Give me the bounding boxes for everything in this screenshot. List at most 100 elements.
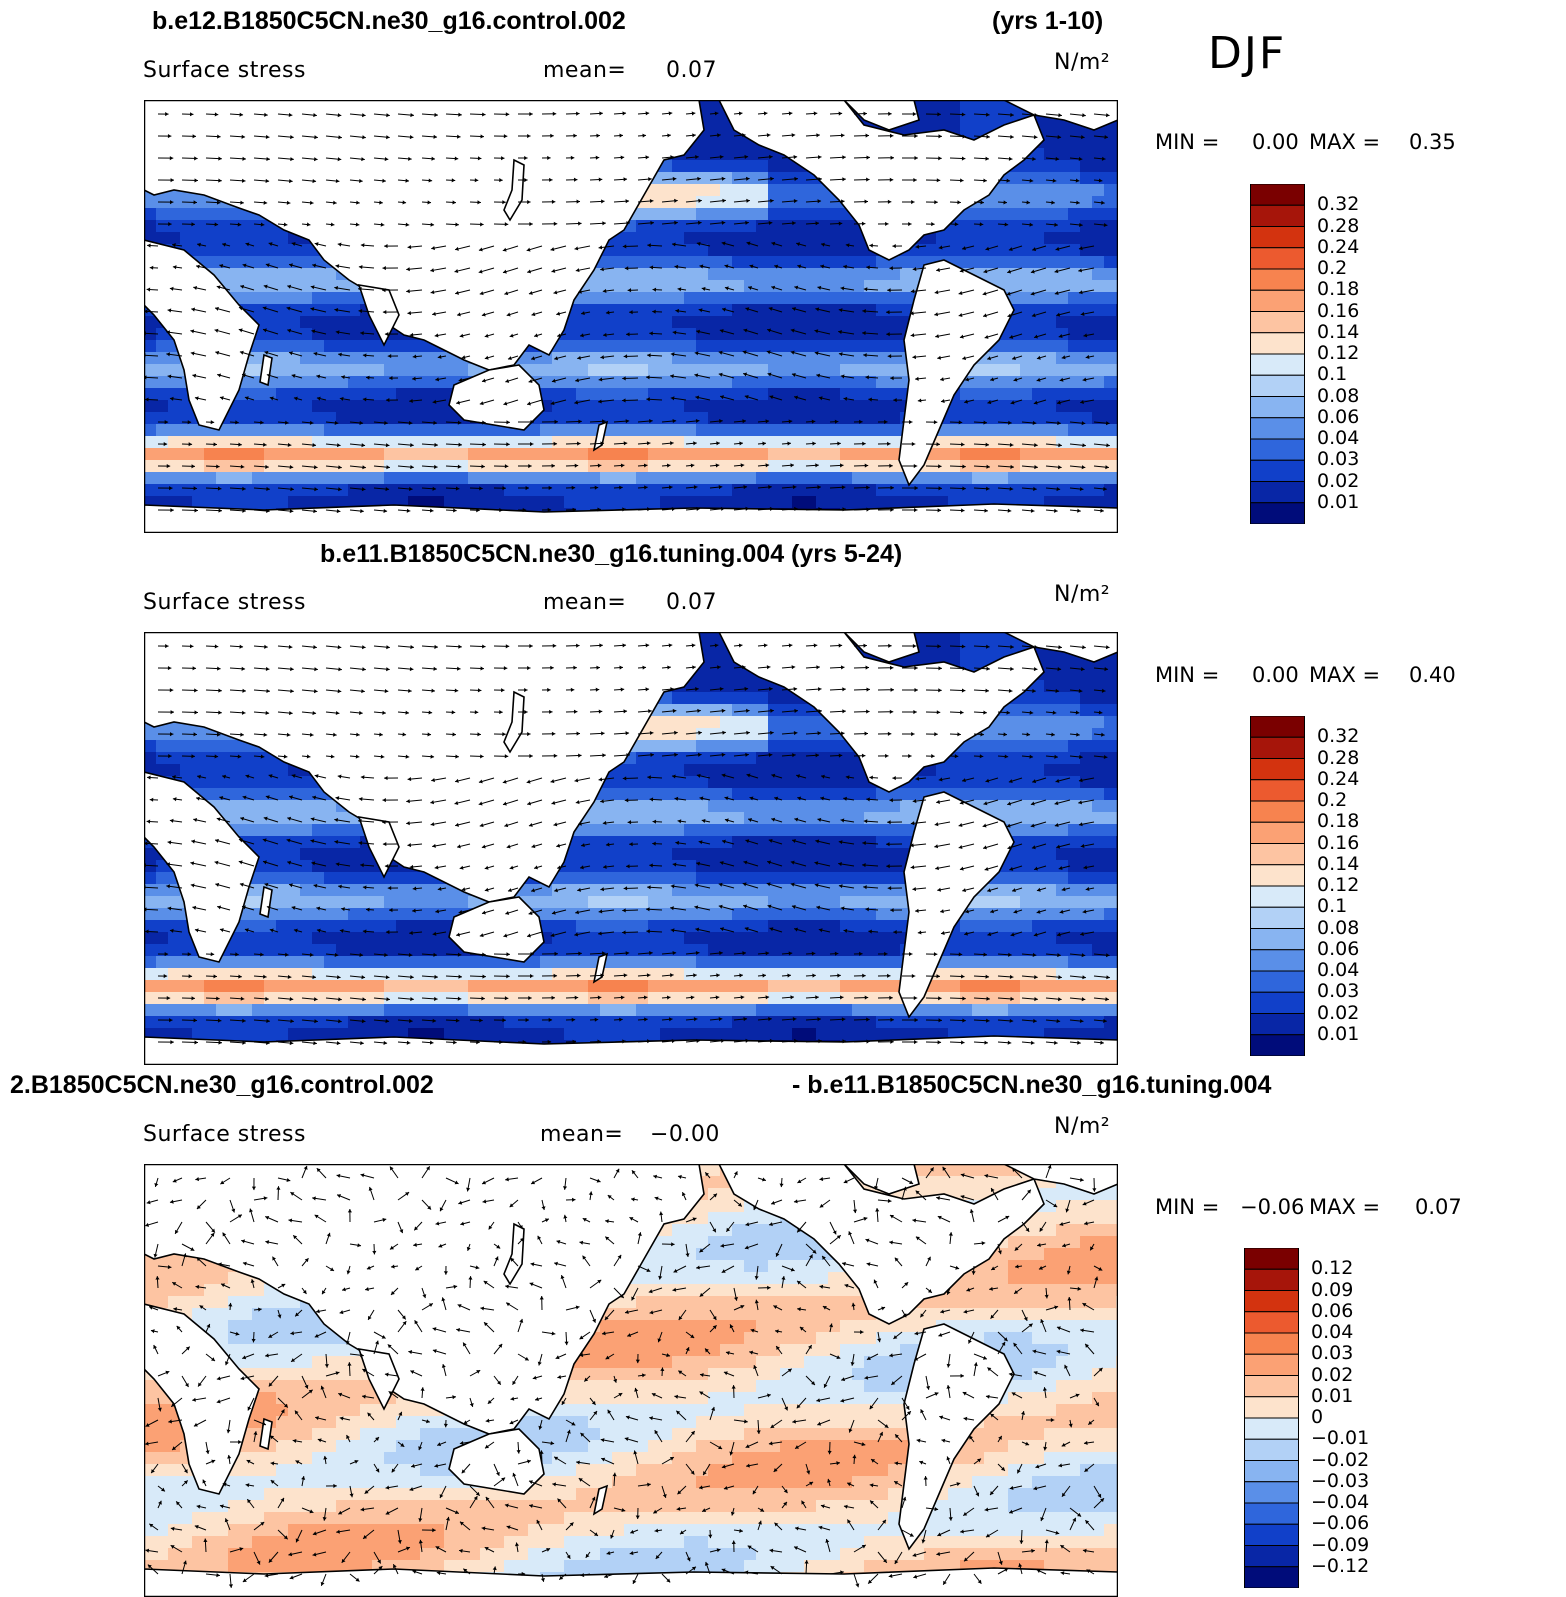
field-cell — [1068, 472, 1081, 485]
field-cell — [288, 364, 301, 377]
field-cell — [996, 184, 1009, 197]
field-cell — [1044, 668, 1057, 681]
vector-head — [435, 377, 440, 382]
field-cell — [876, 400, 889, 413]
vector-head — [986, 112, 990, 117]
field-cell — [876, 304, 889, 317]
vector-head — [293, 396, 298, 401]
field-cell — [708, 256, 721, 269]
field-cell — [756, 328, 769, 341]
field-cell — [1092, 388, 1105, 401]
field-cell — [1020, 352, 1033, 365]
field-cell — [996, 388, 1009, 401]
field-cell — [1092, 220, 1105, 233]
colorbar-tick-label: 0.03 — [1317, 448, 1360, 471]
vector-head — [210, 420, 215, 425]
field-cell — [768, 424, 781, 437]
field-cell — [432, 424, 445, 437]
vector-head — [1036, 377, 1041, 382]
field-cell — [768, 208, 781, 221]
field-cell — [1020, 388, 1033, 401]
field-cell — [684, 172, 697, 185]
field-cell — [876, 448, 889, 461]
vector-head — [1034, 334, 1038, 339]
vector-head — [431, 246, 435, 251]
field-cell — [696, 268, 709, 281]
vector-head — [694, 351, 699, 356]
field-cell — [552, 412, 565, 425]
vector-head — [355, 222, 360, 227]
vector-head — [1106, 443, 1110, 448]
vector-head — [931, 222, 935, 227]
vector-head — [843, 264, 847, 269]
vector-head — [430, 290, 435, 295]
field-cell — [672, 496, 685, 509]
field-cell — [1068, 292, 1081, 305]
field-cell — [996, 112, 1009, 125]
field-cell — [1092, 256, 1105, 269]
field-cell — [492, 472, 505, 485]
field-cell — [624, 268, 637, 281]
field-cell — [312, 460, 325, 473]
field-cell — [420, 364, 433, 377]
field-cell — [396, 376, 409, 389]
field-cell — [372, 472, 385, 485]
field-cell — [576, 472, 589, 485]
vector-head — [887, 354, 892, 359]
colorbar-tick-label: 0.02 — [1317, 469, 1360, 492]
field-cell — [1080, 412, 1093, 425]
vector-head — [408, 420, 413, 425]
vector-head — [985, 246, 990, 251]
vector-head — [289, 465, 294, 470]
vector-head — [524, 155, 528, 161]
vector-head — [146, 287, 151, 292]
field-cell — [600, 268, 613, 281]
field-cell — [684, 232, 697, 245]
vector-head — [530, 441, 534, 447]
field-cell — [1056, 436, 1069, 449]
field-cell — [804, 448, 817, 461]
vector-head — [503, 134, 508, 139]
field-cell — [1104, 220, 1117, 233]
field-cell — [648, 220, 661, 233]
field-cell — [1044, 388, 1057, 401]
field-cell — [1056, 208, 1069, 221]
field-cell — [672, 388, 685, 401]
vector-head — [265, 178, 270, 183]
vector-head — [643, 463, 648, 468]
vector-head — [768, 306, 773, 311]
field-cell — [144, 220, 157, 233]
field-cell — [468, 448, 481, 461]
field-cell — [552, 496, 565, 509]
field-cell — [684, 184, 697, 197]
field-cell — [672, 400, 685, 413]
field-cell — [384, 484, 397, 497]
vector-head — [309, 420, 314, 425]
field-cell — [324, 292, 337, 305]
field-cell — [720, 184, 733, 197]
vector-head — [938, 486, 942, 491]
field-cell — [276, 364, 289, 377]
field-cell — [972, 472, 985, 485]
field-cell — [660, 316, 673, 329]
field-cell — [1056, 472, 1069, 485]
field-cell — [864, 280, 877, 293]
field-cell — [324, 268, 337, 281]
field-cell — [348, 484, 361, 497]
vector-head — [647, 507, 651, 512]
field-cell — [1080, 352, 1093, 365]
field-cell — [744, 280, 757, 293]
field-cell — [732, 328, 745, 341]
colorbar-tick-label: 0.2 — [1317, 257, 1348, 279]
vector-head — [984, 508, 988, 513]
vector-head — [384, 156, 389, 162]
field-cell — [192, 472, 205, 485]
field-cell — [264, 400, 277, 413]
vector-head — [958, 312, 963, 317]
field-cell — [252, 448, 265, 461]
vector-head — [714, 111, 719, 116]
field-cell — [276, 352, 289, 365]
field-cell — [1104, 148, 1117, 161]
field-cell — [144, 472, 157, 485]
field-cell — [384, 376, 397, 389]
